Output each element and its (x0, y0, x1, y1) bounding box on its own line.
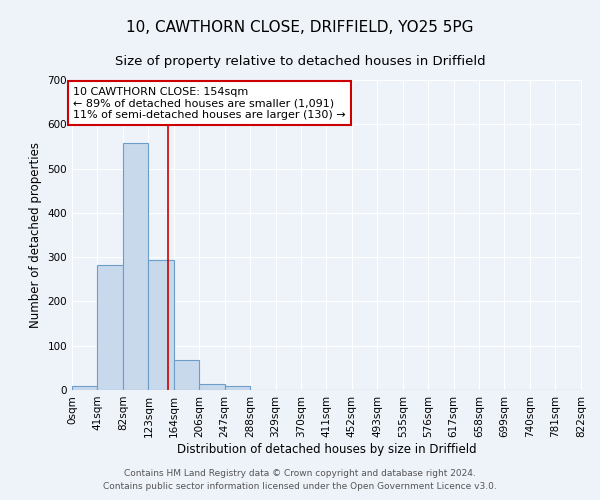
Bar (97, 265, 123, 390)
Text: 10, CAWTHORN CLOSE, DRIFFIELD, YO25 5PG: 10, CAWTHORN CLOSE, DRIFFIELD, YO25 5PG (126, 20, 474, 35)
Bar (148, 260, 174, 390)
Bar (224, 386, 250, 390)
Bar (199, 384, 224, 390)
Text: 10 CAWTHORN CLOSE: 154sqm
← 89% of detached houses are smaller (1,091)
11% of se: 10 CAWTHORN CLOSE: 154sqm ← 89% of detac… (73, 86, 346, 120)
Bar (174, 360, 199, 390)
Text: Contains public sector information licensed under the Open Government Licence v3: Contains public sector information licen… (103, 482, 497, 491)
Bar (123, 144, 148, 390)
Y-axis label: Number of detached properties: Number of detached properties (29, 142, 42, 328)
Text: Contains HM Land Registry data © Crown copyright and database right 2024.: Contains HM Land Registry data © Crown c… (124, 468, 476, 477)
Text: Size of property relative to detached houses in Driffield: Size of property relative to detached ho… (115, 55, 485, 68)
Bar (72, 386, 97, 390)
X-axis label: Distribution of detached houses by size in Driffield: Distribution of detached houses by size … (177, 442, 477, 456)
